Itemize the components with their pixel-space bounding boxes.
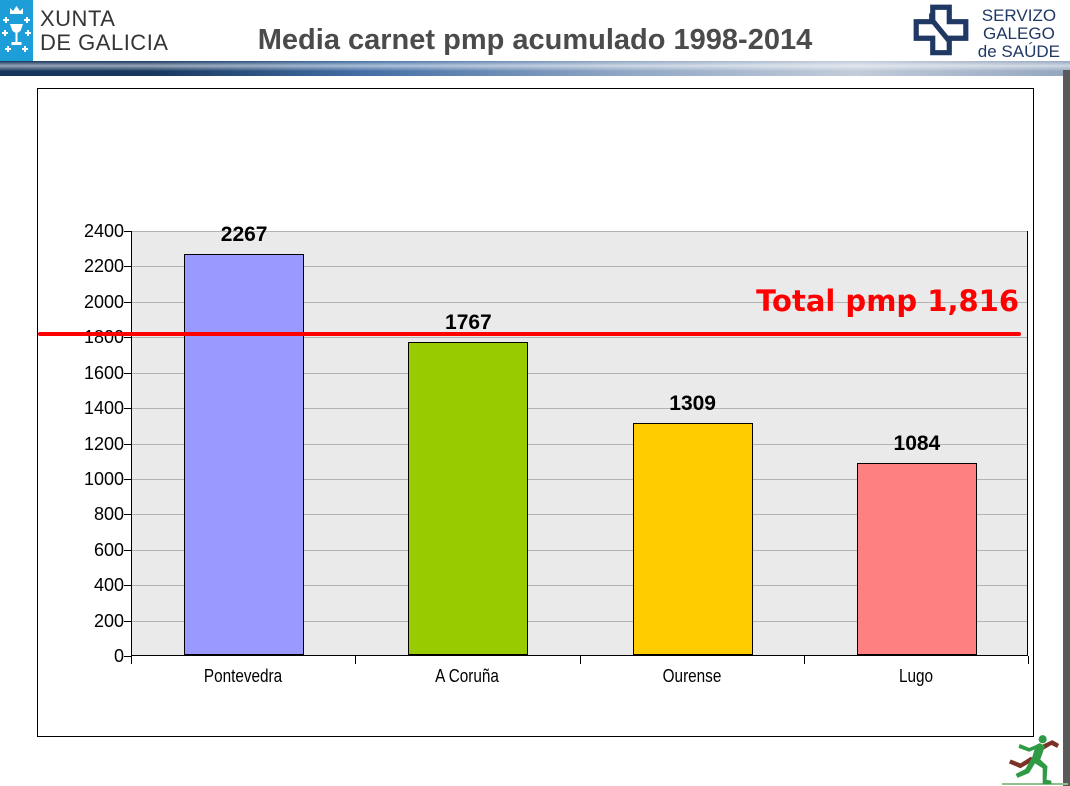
bar-value-label: 1309 xyxy=(669,392,716,416)
y-tick-label: 400 xyxy=(93,575,124,596)
y-tick-mark xyxy=(124,266,131,268)
x-tick-mark xyxy=(131,656,132,664)
xunta-wordmark: XUNTA DE GALICIA xyxy=(40,0,168,62)
x-tick-mark xyxy=(355,656,357,664)
bar xyxy=(184,253,305,655)
y-tick-mark xyxy=(124,514,131,516)
gridline xyxy=(132,443,1027,445)
y-tick-label: 1400 xyxy=(83,398,124,419)
x-axis-label: Pontevedra xyxy=(203,666,283,686)
y-tick-mark xyxy=(124,231,131,232)
sergas-wordmark: SERVIZO GALEGO de SAÚDE xyxy=(977,5,1060,61)
y-tick-label: 1800 xyxy=(83,327,124,348)
y-tick-mark xyxy=(124,549,131,551)
xunta-logo: XUNTA DE GALICIA xyxy=(0,0,168,62)
xunta-emblem-icon xyxy=(0,0,33,62)
total-reference-line xyxy=(38,332,1021,337)
gridline xyxy=(132,266,1027,268)
gridline xyxy=(132,337,1027,339)
x-axis-label: Ourense xyxy=(662,666,721,686)
bar-value-label: 1767 xyxy=(445,311,492,335)
x-axis-label: Lugo xyxy=(898,666,933,686)
bar xyxy=(408,342,529,655)
ground-line xyxy=(1002,783,1068,785)
bar xyxy=(632,423,753,655)
y-tick-mark xyxy=(124,443,131,445)
y-tick-mark xyxy=(124,372,131,374)
gridline xyxy=(132,585,1027,587)
y-tick-mark xyxy=(124,478,131,480)
chart-box: 2267 1767 1309 1084 0 200 400 600 800 1000 1200 14… xyxy=(37,88,1034,737)
y-tick-label: 800 xyxy=(93,504,124,525)
gridline xyxy=(132,514,1027,516)
gridline xyxy=(132,478,1027,480)
bar-value-label: 2267 xyxy=(220,222,268,246)
y-tick-label: 0 xyxy=(113,646,124,666)
y-tick-label: 200 xyxy=(93,610,124,631)
bar-value-label: 1084 xyxy=(893,432,941,456)
x-axis-label: A Coruña xyxy=(435,666,500,686)
gridline xyxy=(132,301,1027,303)
x-tick-mark xyxy=(1028,656,1029,664)
y-tick-mark xyxy=(124,656,131,657)
gridline xyxy=(132,549,1027,551)
right-edge-strip xyxy=(1063,70,1070,786)
gridline xyxy=(132,620,1027,622)
xunta-wordmark-line1: XUNTA xyxy=(40,6,116,31)
page-title: Media carnet pmp acumulado 1998-2014 xyxy=(257,24,813,56)
sergas-cross-icon xyxy=(910,4,972,63)
sergas-wordmark-line3: de SAÚDE xyxy=(977,41,1060,61)
gridline xyxy=(132,231,1027,232)
x-tick-mark xyxy=(579,656,581,664)
y-tick-mark xyxy=(124,408,131,410)
header-gradient-bar xyxy=(0,61,1070,76)
y-tick-label: 2000 xyxy=(83,291,124,312)
runner-icon xyxy=(1004,733,1062,786)
y-tick-label: 1000 xyxy=(83,468,124,489)
sergas-wordmark-line1: SERVIZO xyxy=(981,5,1057,25)
x-tick-mark xyxy=(803,656,805,664)
sergas-logo: SERVIZO GALEGO de SAÚDE xyxy=(910,4,1060,63)
y-tick-label: 600 xyxy=(93,539,124,560)
y-tick-mark xyxy=(124,620,131,622)
y-tick-label: 2200 xyxy=(83,256,124,277)
gridline xyxy=(132,372,1027,374)
gridline xyxy=(132,408,1027,410)
xunta-wordmark-line2: DE GALICIA xyxy=(40,30,169,55)
y-tick-label: 2400 xyxy=(83,221,124,241)
plot-area: 2267 1767 1309 1084 xyxy=(131,223,1028,656)
sergas-wordmark-line2: GALEGO xyxy=(982,23,1055,43)
y-tick-mark xyxy=(124,301,131,303)
y-tick-mark xyxy=(124,337,131,339)
bar xyxy=(856,463,977,655)
total-pmp-label: Total pmp 1,816 xyxy=(756,284,1019,319)
y-tick-label: 1200 xyxy=(83,433,124,454)
y-tick-label: 1600 xyxy=(83,362,124,383)
y-tick-mark xyxy=(124,585,131,587)
